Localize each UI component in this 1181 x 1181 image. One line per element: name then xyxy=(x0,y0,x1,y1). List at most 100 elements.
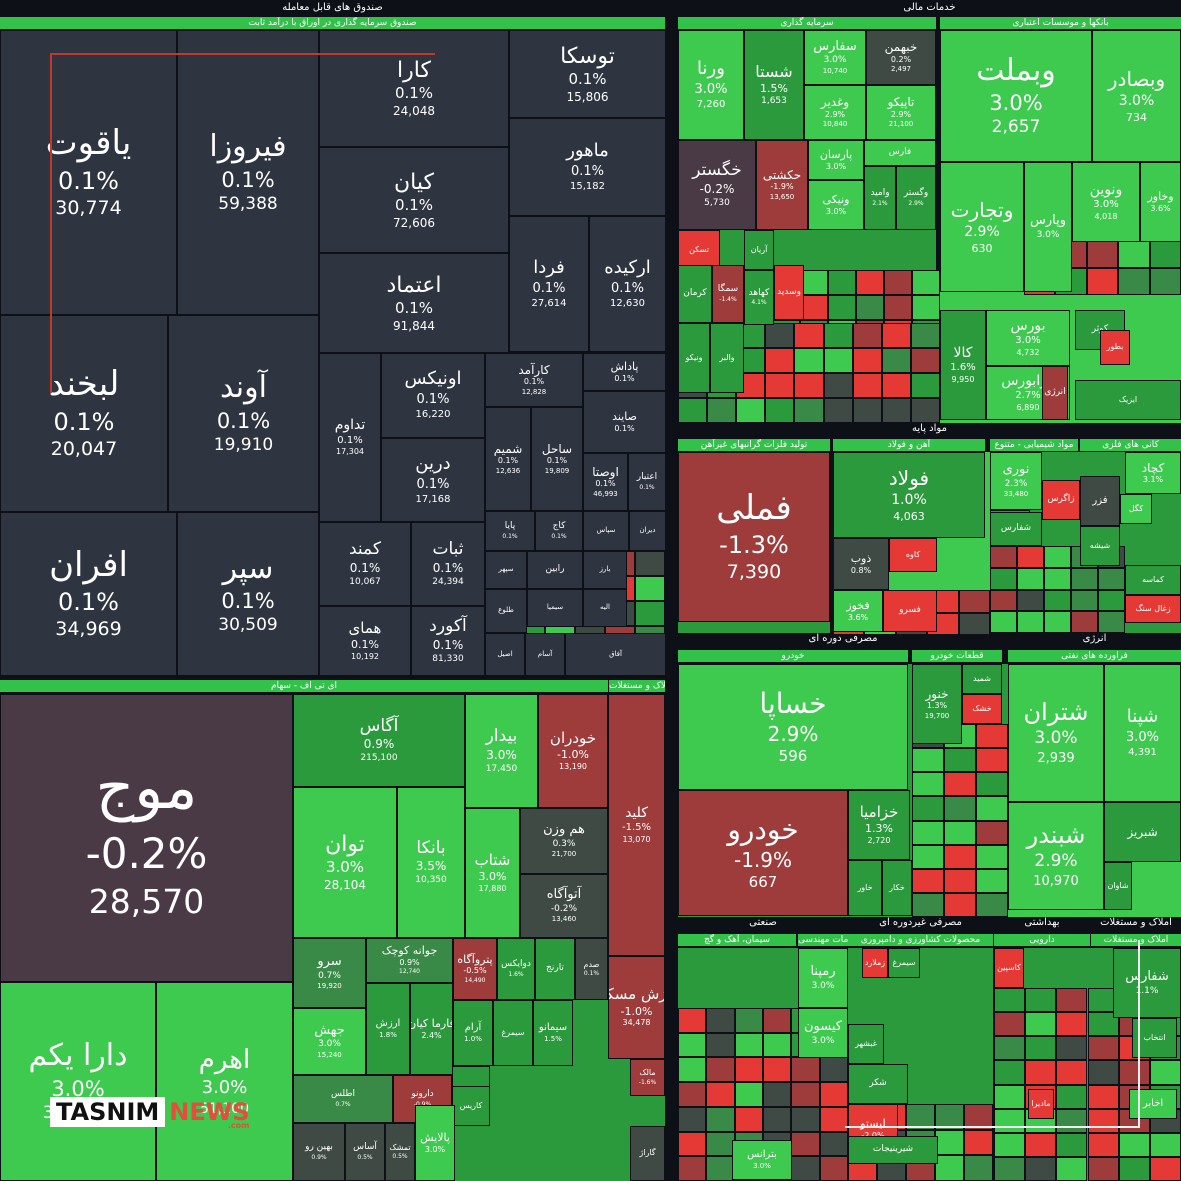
treemap-tile[interactable]: خنور 1.3% 19,700 xyxy=(912,664,962,744)
treemap-tile[interactable]: الیه xyxy=(583,589,627,627)
treemap-tile[interactable]: خساپا 2.9% 596 xyxy=(678,664,908,790)
treemap-tile[interactable]: کیسون 3.0% xyxy=(798,1008,848,1058)
treemap-tile[interactable]: خزامیا 1.3% 2,720 xyxy=(848,790,910,860)
treemap-tile[interactable]: وامید 2.1% xyxy=(864,166,896,230)
treemap-tile[interactable]: شمید xyxy=(962,664,1002,694)
treemap-tile[interactable]: کلید -1.5% 13,070 xyxy=(608,694,665,956)
treemap-tile[interactable]: وگستر 2.9% xyxy=(896,166,936,230)
treemap-tile[interactable]: فردا 0.1% 27,614 xyxy=(509,216,589,352)
treemap-tile[interactable]: ارزش مسکن-1.0%34,478 xyxy=(608,956,665,1059)
treemap-tile[interactable]: هم وزن 0.3% 21,700 xyxy=(520,808,608,874)
treemap-tile[interactable]: اطلس 0.7% xyxy=(293,1075,393,1123)
treemap-tile[interactable]: بارز xyxy=(583,551,627,589)
treemap-tile[interactable]: ونوین 3.0% 4,018 xyxy=(1072,162,1140,242)
treemap-tile[interactable]: کاریس xyxy=(452,1086,490,1126)
treemap-tile[interactable]: کالا 1.6% 9,950 xyxy=(940,310,986,420)
treemap-tile[interactable]: انتخاب xyxy=(1132,1018,1177,1058)
treemap-tile[interactable]: اخابر xyxy=(1129,1089,1177,1119)
treemap-tile[interactable]: کگل xyxy=(1120,494,1152,524)
treemap-tile[interactable]: ذوب 0.8% xyxy=(833,538,889,590)
treemap-tile[interactable]: ونیکو xyxy=(678,323,710,393)
treemap-tile[interactable]: ورنا 3.0% 7,260 xyxy=(678,30,744,140)
treemap-tile[interactable]: سیمانو 1.5% xyxy=(533,1000,573,1066)
treemap-tile[interactable]: والبر xyxy=(710,323,744,393)
treemap-tile[interactable]: زغال سنگ xyxy=(1125,595,1181,623)
treemap-tile[interactable]: بترانس 3.0% xyxy=(732,1140,792,1180)
treemap-tile[interactable]: آرام 1.0% xyxy=(453,1000,493,1066)
treemap-tile[interactable]: جهش 3.0% 15,240 xyxy=(293,1008,366,1075)
treemap-tile[interactable]: کارا 0.1% 24,048 xyxy=(319,30,509,147)
treemap-tile[interactable]: بیدار 3.0% 17,450 xyxy=(465,694,538,808)
treemap-tile[interactable]: ساحل 0.1% 19,809 xyxy=(531,407,583,511)
treemap-tile[interactable]: خبهمن 0.2% 2,497 xyxy=(866,30,936,85)
treemap-tile[interactable]: ماهور 0.1% 15,182 xyxy=(509,118,666,216)
treemap-tile[interactable]: ثبات 0.1% 24,394 xyxy=(411,522,485,606)
treemap-tile[interactable]: حکشتی -1.9% 13,650 xyxy=(756,140,808,230)
treemap-tile[interactable]: رمپنا 3.0% xyxy=(798,948,848,1008)
treemap-tile[interactable]: ونیکی 3.0% xyxy=(808,180,864,230)
treemap-tile[interactable]: سیمیا xyxy=(527,589,583,627)
treemap-tile[interactable]: ایزیک xyxy=(1075,380,1181,420)
treemap-tile[interactable]: کارآمد 0.1% 12,828 xyxy=(485,353,583,407)
treemap-tile[interactable]: اصیل xyxy=(485,633,525,676)
treemap-tile[interactable]: بورس 3.0% 4,732 xyxy=(986,310,1070,366)
treemap-tile[interactable]: فملی -1.3% 7,390 xyxy=(678,452,830,622)
treemap-tile[interactable]: فخوز 3.6% xyxy=(833,590,883,632)
treemap-tile[interactable]: آسام xyxy=(525,633,565,676)
treemap-tile[interactable]: دوایکس 1.6% xyxy=(497,938,535,1000)
treemap-tile[interactable]: سپاس xyxy=(583,511,629,551)
treemap-tile[interactable]: بهین رو 0.9% xyxy=(293,1123,345,1181)
treemap-tile[interactable]: وسدید xyxy=(774,265,804,320)
treemap-tile[interactable]: کچاد 3.1% xyxy=(1125,452,1181,494)
treemap-tile[interactable]: اوصتا 0.1% 46,993 xyxy=(583,453,628,511)
treemap-tile[interactable]: ارکیده 0.1% 12,630 xyxy=(589,216,666,352)
treemap-tile[interactable]: پارسان 3.0% xyxy=(808,140,864,180)
treemap-tile[interactable]: کیان 0.1% 72,606 xyxy=(319,147,509,253)
treemap-tile[interactable]: غبشهر xyxy=(848,1024,884,1064)
treemap-tile[interactable]: سفارس 3.0% 10,740 xyxy=(804,30,866,85)
treemap-tile[interactable]: کاوه xyxy=(889,538,937,572)
treemap-tile[interactable]: آفاق xyxy=(565,633,666,676)
treemap-tile[interactable]: طلوع xyxy=(485,589,527,633)
treemap-tile[interactable]: شپنا 3.0% 4,391 xyxy=(1104,664,1181,802)
treemap-tile[interactable]: مادیرا xyxy=(1028,1089,1054,1119)
treemap-tile[interactable]: تداوم 0.1% 17,304 xyxy=(319,353,381,522)
treemap-tile[interactable]: آکورد 0.1% 81,330 xyxy=(411,606,485,676)
treemap-tile[interactable]: وبصادر 3.0% 734 xyxy=(1092,30,1181,162)
treemap-tile[interactable]: فیروزا 0.1% 59,388 xyxy=(177,30,319,315)
treemap-tile[interactable]: اعتبار 0.1% xyxy=(628,453,666,511)
treemap-tile[interactable]: بانکا 3.5% 10,350 xyxy=(397,787,465,938)
treemap-tile[interactable]: همای 0.1% 10,192 xyxy=(319,606,411,676)
treemap-tile[interactable]: لبخند 0.1% 20,047 xyxy=(0,315,168,512)
treemap-tile[interactable]: آریان xyxy=(744,230,774,270)
treemap-tile[interactable]: خودرو -1.9% 667 xyxy=(678,790,848,916)
treemap-tile[interactable]: کاج 0.1% xyxy=(535,511,583,551)
treemap-tile[interactable]: اهرم 3.0% 51,100 xyxy=(156,982,293,1181)
treemap-tile[interactable]: شستا 1.5% 1,653 xyxy=(744,30,804,140)
treemap-tile[interactable]: کماسه xyxy=(1125,565,1181,595)
treemap-tile[interactable]: کرمان xyxy=(678,265,712,323)
treemap-tile[interactable]: تمشک 0.5% xyxy=(385,1123,415,1181)
treemap-tile[interactable]: وپارس 3.0% xyxy=(1024,162,1072,292)
treemap-tile[interactable]: شفارس 1.1% xyxy=(1113,948,1181,1018)
treemap-tile[interactable]: فسرو xyxy=(883,590,937,632)
treemap-tile[interactable]: اونیکس 0.1% 16,220 xyxy=(381,353,485,438)
treemap-tile[interactable]: فارس xyxy=(864,140,936,166)
treemap-tile[interactable]: خشک xyxy=(962,694,1002,724)
treemap-tile[interactable]: کاسپین xyxy=(994,948,1024,988)
treemap-tile[interactable]: خکار xyxy=(882,860,912,916)
treemap-tile[interactable]: شیشه xyxy=(1080,526,1120,566)
treemap-tile[interactable]: زملارد xyxy=(862,948,888,978)
treemap-tile[interactable]: سیمرغ xyxy=(493,1000,533,1066)
treemap-tile[interactable]: فارما کیان 2.4% xyxy=(410,983,453,1075)
treemap-tile[interactable]: وخاور 3.6% xyxy=(1140,162,1181,242)
treemap-tile[interactable]: وبملت 3.0% 2,657 xyxy=(940,30,1092,162)
treemap-tile[interactable]: صایند 0.1% xyxy=(583,391,666,453)
treemap-tile[interactable]: درین 0.1% 17,168 xyxy=(381,438,485,522)
treemap-tile[interactable]: صدم 0.1% xyxy=(575,938,608,1000)
treemap-tile[interactable]: آساس 0.5% xyxy=(345,1123,385,1181)
treemap-tile[interactable]: خگستر -0.2% 5,730 xyxy=(678,140,756,230)
treemap-tile[interactable]: شتران 3.0% 2,939 xyxy=(1008,664,1104,802)
treemap-tile[interactable]: سپهر xyxy=(485,551,527,589)
